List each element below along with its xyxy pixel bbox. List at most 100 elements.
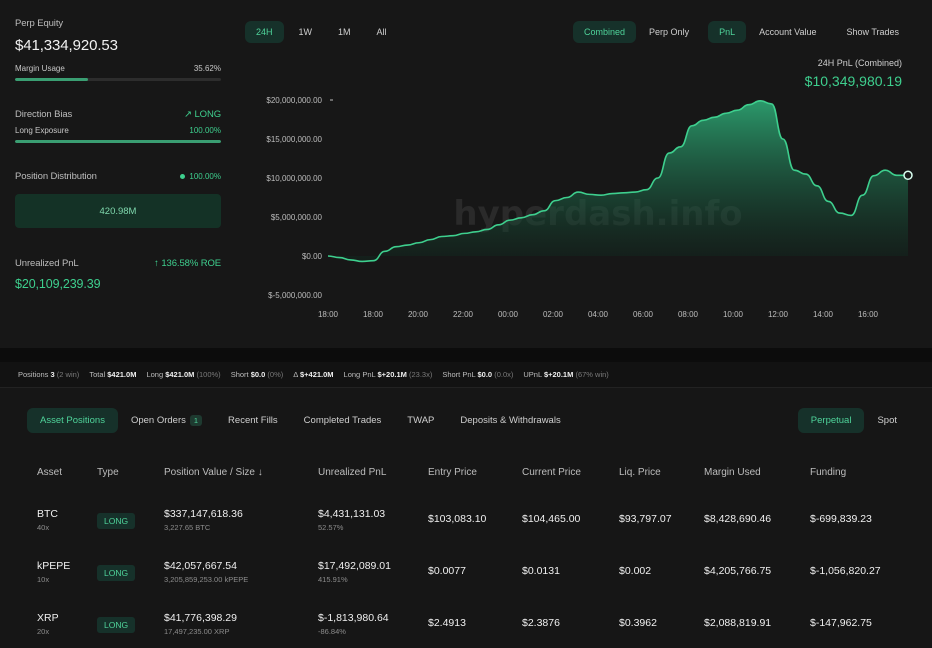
position-distribution-percent: 100.00% bbox=[189, 172, 221, 181]
positions-panel: Asset Positions Open Orders 1 Recent Fill… bbox=[0, 388, 932, 648]
position-value: $337,147,618.36 bbox=[164, 508, 243, 520]
y-tick-label: $15,000,000.00 bbox=[266, 135, 322, 144]
tab-spot[interactable]: Spot bbox=[877, 415, 897, 426]
position-size: 3,227.65 BTC bbox=[164, 523, 211, 532]
pnl-area bbox=[328, 100, 908, 262]
tab-twap[interactable]: TWAP bbox=[407, 415, 435, 426]
perp-equity-value: $41,334,920.53 bbox=[15, 37, 118, 54]
timeframe-1m[interactable]: 1M bbox=[338, 27, 351, 37]
position-value: $41,776,398.29 bbox=[164, 612, 237, 624]
tab-asset-positions[interactable]: Asset Positions bbox=[27, 408, 118, 433]
tab-completed-trades[interactable]: Completed Trades bbox=[303, 415, 382, 426]
unrealized-pnl: $-1,813,980.64 bbox=[318, 612, 389, 624]
stats-bar: Positions 3 (2 win) Total $421.0M Long $… bbox=[0, 362, 932, 388]
direction-bias-row: Direction Bias ↗ LONG bbox=[15, 109, 221, 120]
asset-leverage: 20x bbox=[37, 627, 50, 636]
col-type[interactable]: Type bbox=[97, 467, 119, 478]
tab-perpetual[interactable]: Perpetual bbox=[797, 408, 865, 433]
pnl-title: 24H PnL (Combined) bbox=[817, 58, 902, 68]
x-tick-label: 10:00 bbox=[723, 310, 744, 319]
asset-name: kPEPE bbox=[37, 560, 71, 572]
col-asset[interactable]: Asset bbox=[37, 467, 63, 478]
margin-usage-bar bbox=[15, 78, 221, 81]
tab-open-orders-label: Open Orders bbox=[130, 415, 186, 426]
margin-usage-value: 35.62% bbox=[193, 64, 221, 73]
margin-usage-fill bbox=[15, 78, 89, 81]
pnl-chart[interactable]: hyperdash.info$20,000,000.00$15,000,000.… bbox=[250, 90, 920, 330]
toggle-show-trades[interactable]: Show Trades bbox=[846, 27, 899, 37]
col-funding[interactable]: Funding bbox=[810, 467, 847, 478]
col-current-price[interactable]: Current Price bbox=[522, 467, 581, 478]
x-tick-label: 08:00 bbox=[678, 310, 699, 319]
market-type-tabs: Perpetual Spot bbox=[797, 408, 910, 433]
unrealized-pnl: $17,492,089.01 bbox=[318, 560, 391, 572]
trend-up-icon: ↗ bbox=[184, 109, 192, 120]
stat-total: Total $421.0M bbox=[89, 370, 137, 379]
x-tick-label: 18:00 bbox=[318, 310, 339, 319]
col-unrealized-pnl[interactable]: Unrealized PnL bbox=[318, 467, 387, 478]
timeframe-all[interactable]: All bbox=[376, 27, 387, 37]
tab-deposits-withdrawals[interactable]: Deposits & Withdrawals bbox=[460, 415, 561, 426]
timeframe-1w[interactable]: 1W bbox=[298, 27, 313, 37]
arrow-up-icon: ↑ bbox=[154, 258, 159, 269]
entry-price: $103,083.10 bbox=[428, 513, 487, 525]
margin-used: $4,205,766.75 bbox=[704, 565, 772, 577]
direction-bias-value: ↗ LONG bbox=[184, 109, 221, 120]
current-price: $104,465.00 bbox=[522, 513, 581, 525]
stat-long-pnl: Long PnL $+20.1M (23.3x) bbox=[343, 370, 433, 379]
y-tick-label: $5,000,000.00 bbox=[271, 213, 323, 222]
type-badge: LONG bbox=[97, 617, 136, 633]
type-badge: LONG bbox=[97, 565, 136, 581]
unrealized-pnl: $4,431,131.03 bbox=[318, 508, 386, 520]
long-exposure-value: 100.00% bbox=[189, 126, 221, 135]
x-tick-label: 22:00 bbox=[453, 310, 474, 319]
entry-price: $0.0077 bbox=[428, 565, 466, 577]
col-margin-used[interactable]: Margin Used bbox=[704, 467, 761, 478]
position-distribution-row: Position Distribution 100.00% bbox=[15, 171, 221, 182]
roe-value: ↑ 136.58% ROE bbox=[154, 258, 221, 269]
direction-bias-text: LONG bbox=[194, 109, 221, 120]
stat-upnl: UPnL $+20.1M (67% win) bbox=[523, 370, 609, 379]
col-entry-price[interactable]: Entry Price bbox=[428, 467, 477, 478]
col-position-value[interactable]: Position Value / Size ↓ bbox=[164, 467, 263, 478]
pnl-value: $10,349,980.19 bbox=[804, 73, 902, 89]
y-tick-label: $10,000,000.00 bbox=[266, 174, 322, 183]
x-tick-label: 04:00 bbox=[588, 310, 609, 319]
y-tick-label: $20,000,000.00 bbox=[266, 96, 322, 105]
x-tick-label: 16:00 bbox=[858, 310, 879, 319]
timeframe-24h[interactable]: 24H bbox=[245, 21, 284, 43]
stat-delta: Δ $+421.0M bbox=[293, 370, 334, 379]
direction-bias-label: Direction Bias bbox=[15, 109, 73, 120]
long-dot-icon bbox=[180, 174, 186, 180]
tab-recent-fills[interactable]: Recent Fills bbox=[228, 415, 278, 426]
pnl-line bbox=[327, 99, 909, 263]
entry-price: $2.4913 bbox=[428, 617, 466, 629]
asset-name: BTC bbox=[37, 508, 58, 520]
pnl-last-point bbox=[903, 170, 913, 181]
unrealized-pnl-percent: 52.57% bbox=[318, 523, 344, 532]
unrealized-pnl-label: Unrealized PnL bbox=[15, 258, 79, 269]
asset-name: XRP bbox=[37, 612, 59, 624]
margin-usage-row: Margin Usage 35.62% bbox=[15, 64, 221, 73]
x-tick-label: 20:00 bbox=[408, 310, 429, 319]
y-tick-label: $-5,000,000.00 bbox=[268, 291, 322, 300]
toggle-perp-only[interactable]: Perp Only bbox=[649, 27, 690, 37]
toggle-pnl[interactable]: PnL bbox=[708, 21, 747, 43]
perp-equity-label: Perp Equity bbox=[15, 18, 64, 29]
unrealized-pnl-percent: -86.84% bbox=[318, 627, 346, 636]
long-exposure-bar bbox=[15, 140, 221, 143]
x-tick-label: 06:00 bbox=[633, 310, 654, 319]
margin-used: $2,088,819.91 bbox=[704, 617, 772, 629]
y-tick-label: $0.00 bbox=[302, 252, 323, 261]
overview-panel: Perp Equity $41,334,920.53 Margin Usage … bbox=[15, 18, 920, 330]
x-tick-label: 18:00 bbox=[363, 310, 384, 319]
position-distribution-label: Position Distribution bbox=[15, 171, 97, 182]
toggle-account-value[interactable]: Account Value bbox=[759, 27, 817, 37]
long-exposure-label: Long Exposure bbox=[15, 126, 69, 135]
position-size: 17,497,235.00 XRP bbox=[164, 627, 230, 636]
tab-open-orders[interactable]: Open Orders 1 bbox=[118, 408, 215, 433]
margin-usage-label: Margin Usage bbox=[15, 64, 65, 73]
toggle-combined[interactable]: Combined bbox=[573, 21, 637, 43]
col-liq-price[interactable]: Liq. Price bbox=[619, 467, 661, 478]
type-badge: LONG bbox=[97, 513, 136, 529]
